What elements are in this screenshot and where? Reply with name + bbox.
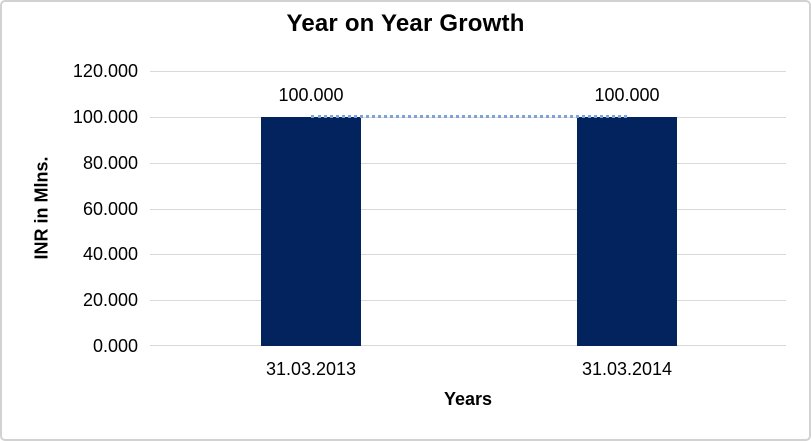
y-axis-tick-labels: 120.000 100.000 80.000 60.000 40.000 20.… <box>2 61 138 356</box>
y-tick-40: 40.000 <box>82 244 138 265</box>
gridline <box>150 162 786 164</box>
y-tick-0: 0.000 <box>92 336 138 356</box>
bar-2014 <box>577 116 677 346</box>
y-tick-120: 120.000 <box>72 61 138 81</box>
gridline <box>150 71 786 72</box>
gridline <box>150 345 786 346</box>
y-tick-20: 20.000 <box>82 290 138 311</box>
data-label-2013: 100.000 <box>278 85 344 105</box>
plot-area: 100.000 100.000 <box>150 71 786 346</box>
gridline <box>150 300 786 302</box>
y-tick-100: 100.000 <box>72 106 138 127</box>
x-tick-2014: 31.03.2014 <box>581 359 673 379</box>
y-tick-80: 80.000 <box>82 152 138 173</box>
x-axis-title: Years <box>443 389 493 409</box>
x-axis-tick-labels: 31.03.2013 31.03.2014 <box>2 358 809 382</box>
gridline <box>150 208 786 210</box>
bar-2013 <box>261 116 361 346</box>
dotted-trend-line <box>311 114 627 118</box>
data-label-2014: 100.000 <box>594 85 660 105</box>
y-tick-60: 60.000 <box>82 198 138 219</box>
x-tick-2013: 31.03.2013 <box>265 359 357 379</box>
gridline <box>150 254 786 256</box>
chart-title: Year on Year Growth <box>286 10 525 37</box>
